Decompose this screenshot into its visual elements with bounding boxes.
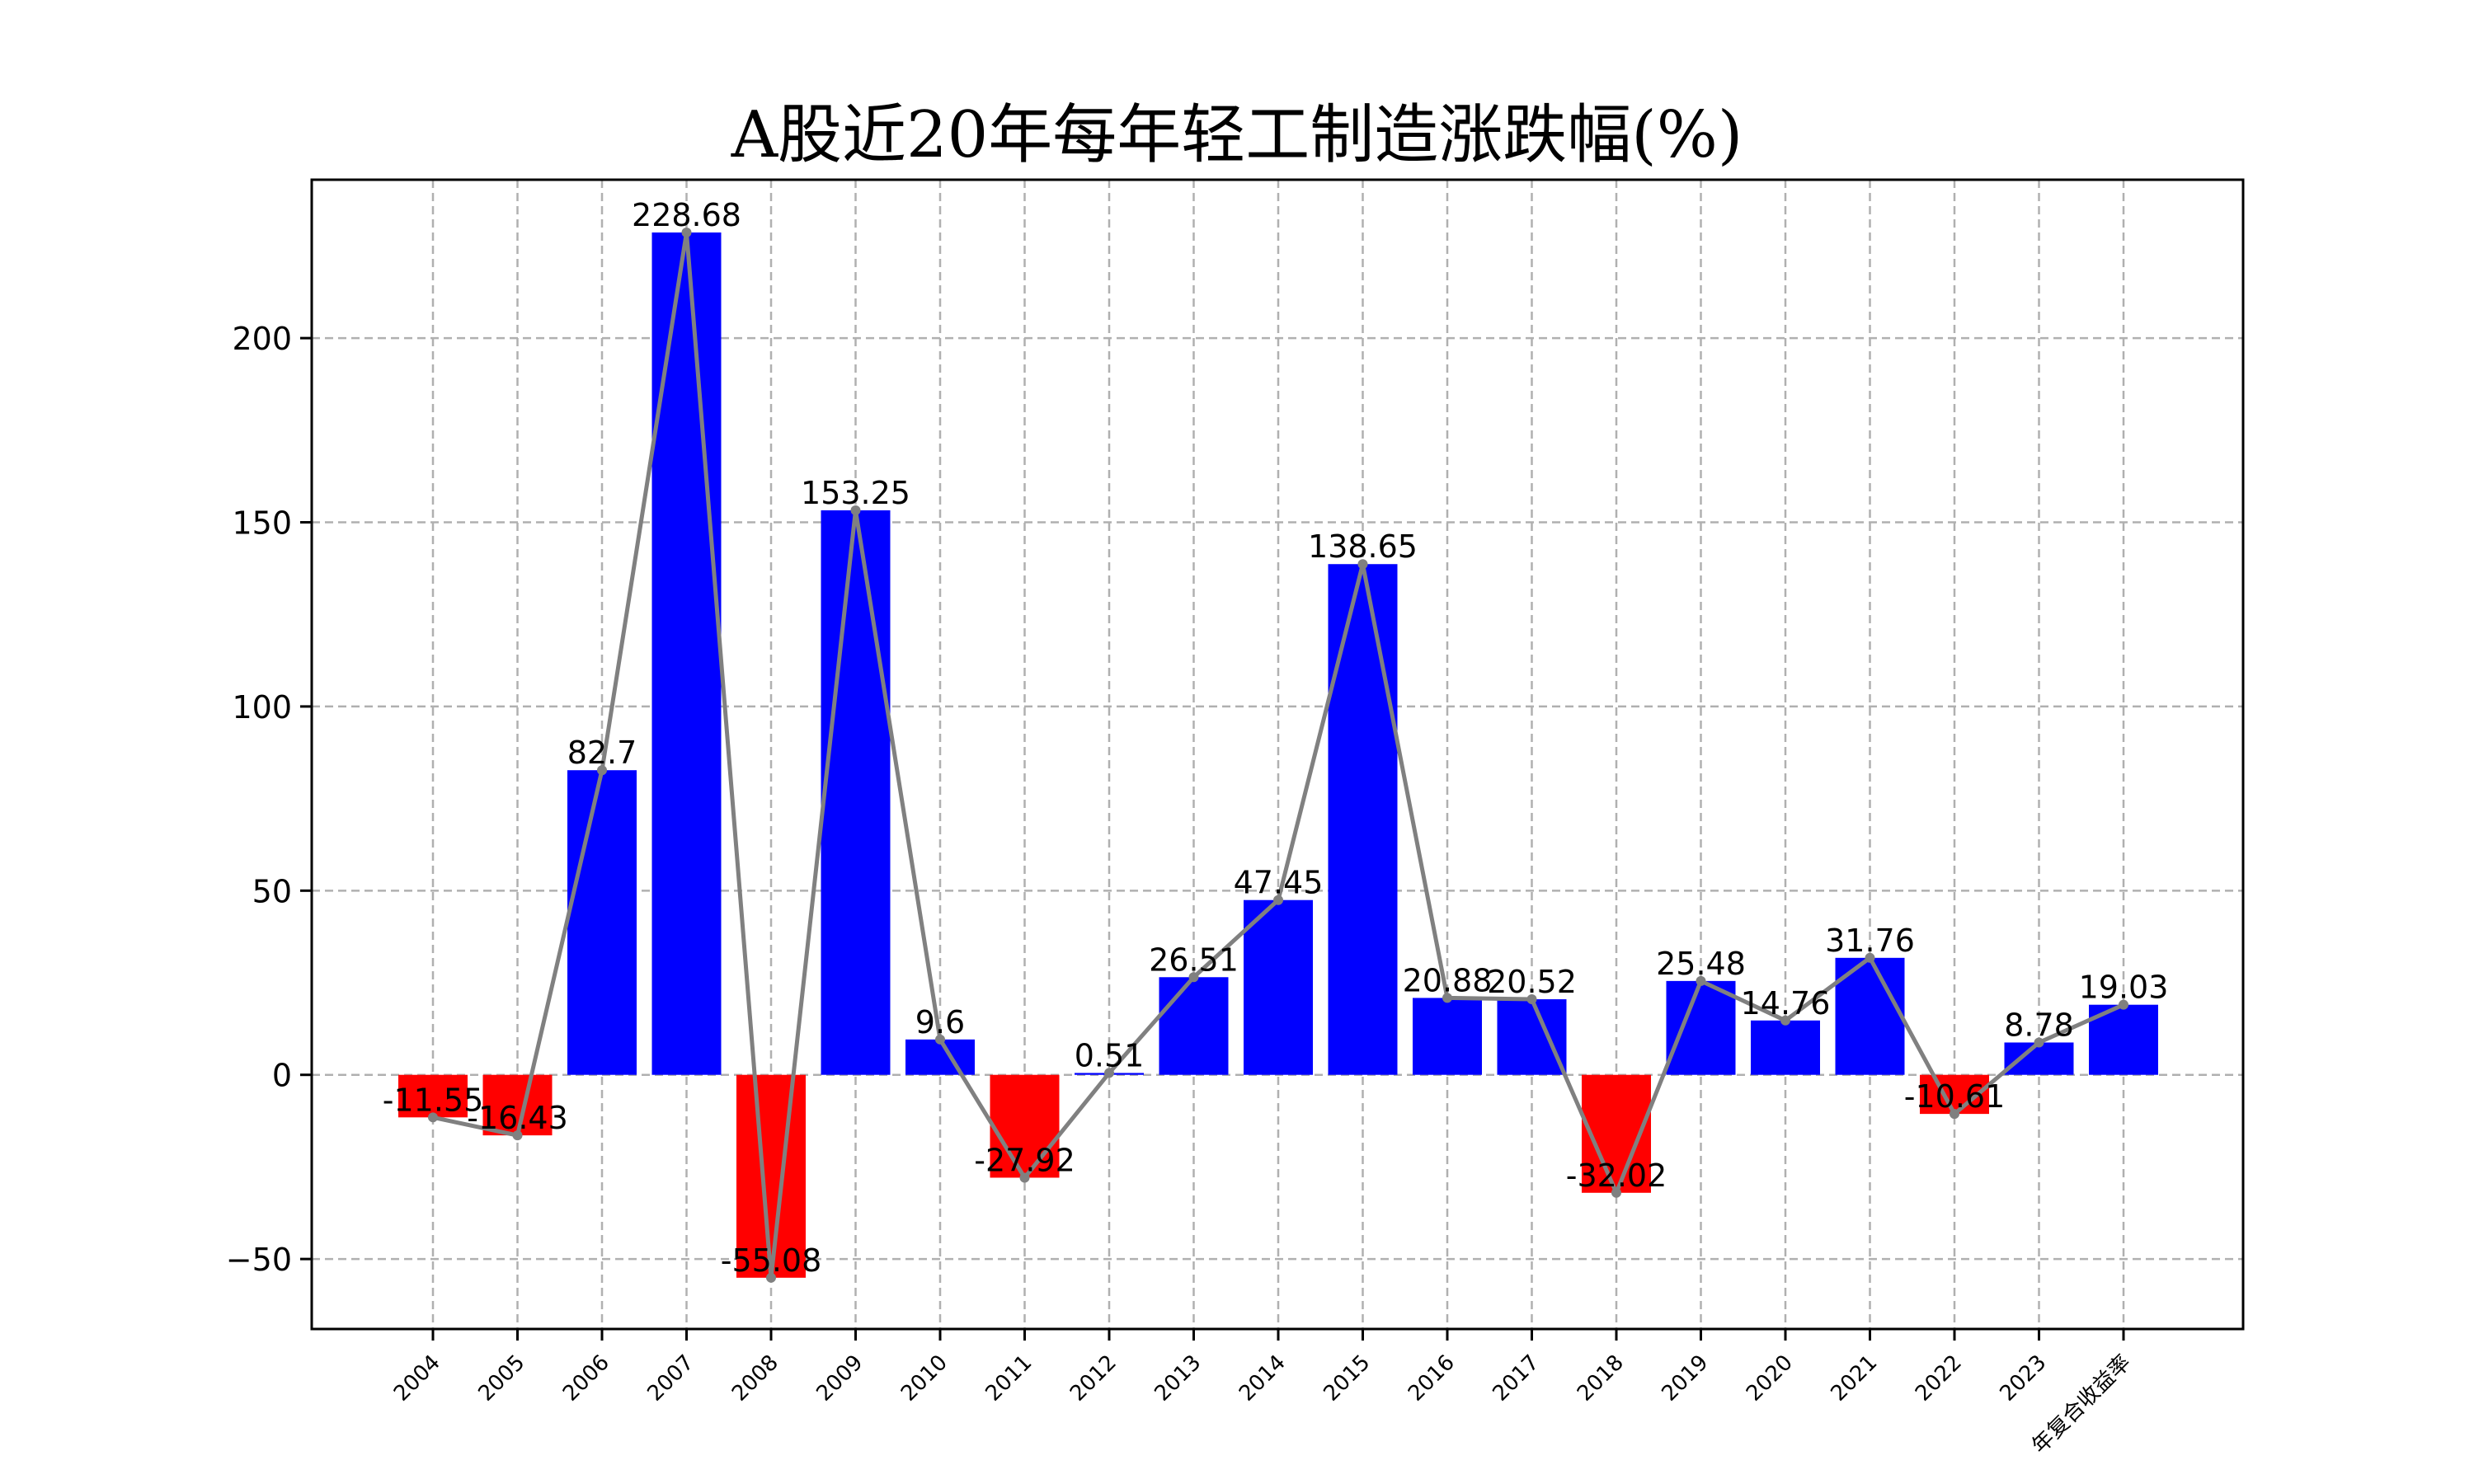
line-point	[1526, 994, 1537, 1005]
data-label: -32.02	[1566, 1158, 1667, 1194]
data-label: -10.61	[1904, 1078, 2006, 1115]
data-label: 9.6	[915, 1004, 965, 1040]
bar	[482, 1074, 553, 1136]
data-label: 14.76	[1741, 985, 1831, 1021]
y-tick-label: −50	[226, 1242, 292, 1278]
data-label: 138.65	[1308, 528, 1418, 565]
data-label: 47.45	[1234, 865, 1324, 901]
data-label: -16.43	[467, 1100, 568, 1136]
trend-line	[428, 227, 2128, 1283]
line-point	[1780, 1015, 1790, 1026]
chart-title: A股近20年每年轻工制造涨跌幅(%)	[731, 98, 1743, 172]
data-label: 20.52	[1487, 964, 1577, 1000]
data-label: 25.48	[1656, 946, 1746, 982]
bar	[2004, 1042, 2074, 1075]
data-label: 20.88	[1403, 962, 1493, 998]
line-point	[1357, 559, 1368, 570]
line-point	[1865, 952, 1875, 963]
y-tick-label: 100	[232, 689, 292, 726]
line-point	[512, 1130, 523, 1141]
line-point	[1611, 1187, 1621, 1198]
bar	[1751, 1020, 1820, 1075]
bar	[1497, 999, 1567, 1075]
line-point	[428, 1112, 438, 1123]
bar	[1159, 977, 1229, 1075]
line-point	[681, 227, 692, 237]
bar	[1413, 998, 1482, 1075]
line-point	[850, 505, 861, 515]
data-label: 19.03	[2079, 970, 2169, 1006]
line-point	[935, 1034, 945, 1045]
line-point	[2119, 999, 2128, 1010]
data-label: 0.51	[1075, 1037, 1145, 1073]
y-tick-label: 50	[252, 873, 292, 909]
y-tick-label: 150	[232, 505, 292, 542]
bar	[651, 232, 722, 1075]
data-label: 228.68	[632, 197, 741, 233]
bar	[567, 770, 637, 1075]
data-label: 31.76	[1825, 923, 1915, 959]
data-label: 8.78	[2004, 1007, 2074, 1043]
line-point	[1188, 972, 1199, 983]
line-point	[1950, 1109, 1959, 1120]
line-point	[1696, 975, 1706, 986]
data-label: 153.25	[801, 475, 910, 511]
bar	[1244, 899, 1313, 1075]
data-label: -11.55	[383, 1082, 484, 1118]
data-label: -55.08	[721, 1242, 822, 1279]
data-label: 82.7	[567, 735, 637, 771]
bars	[398, 232, 2158, 1278]
bar	[736, 1074, 806, 1278]
bar	[398, 1074, 468, 1118]
y-tick-label: 0	[272, 1058, 292, 1094]
line-point	[1104, 1068, 1114, 1078]
line-point	[766, 1272, 776, 1283]
bar	[821, 510, 891, 1075]
line-point	[597, 765, 607, 776]
y-tick-label: 200	[232, 321, 292, 357]
bar	[905, 1039, 975, 1075]
grid-lines	[312, 180, 2243, 1329]
bar	[1666, 980, 1736, 1075]
data-label: -27.92	[974, 1142, 1075, 1178]
line-point	[1442, 993, 1452, 1003]
bar	[1328, 564, 1398, 1075]
data-label: 26.51	[1149, 942, 1239, 978]
bar	[990, 1074, 1060, 1178]
line-point	[1273, 895, 1283, 905]
data-labels: -11.55-16.43 82.7 228.68 -55.08 153.25 9.6 -27…	[383, 197, 2169, 1279]
line-point	[2034, 1037, 2044, 1048]
line-point	[1019, 1172, 1030, 1183]
